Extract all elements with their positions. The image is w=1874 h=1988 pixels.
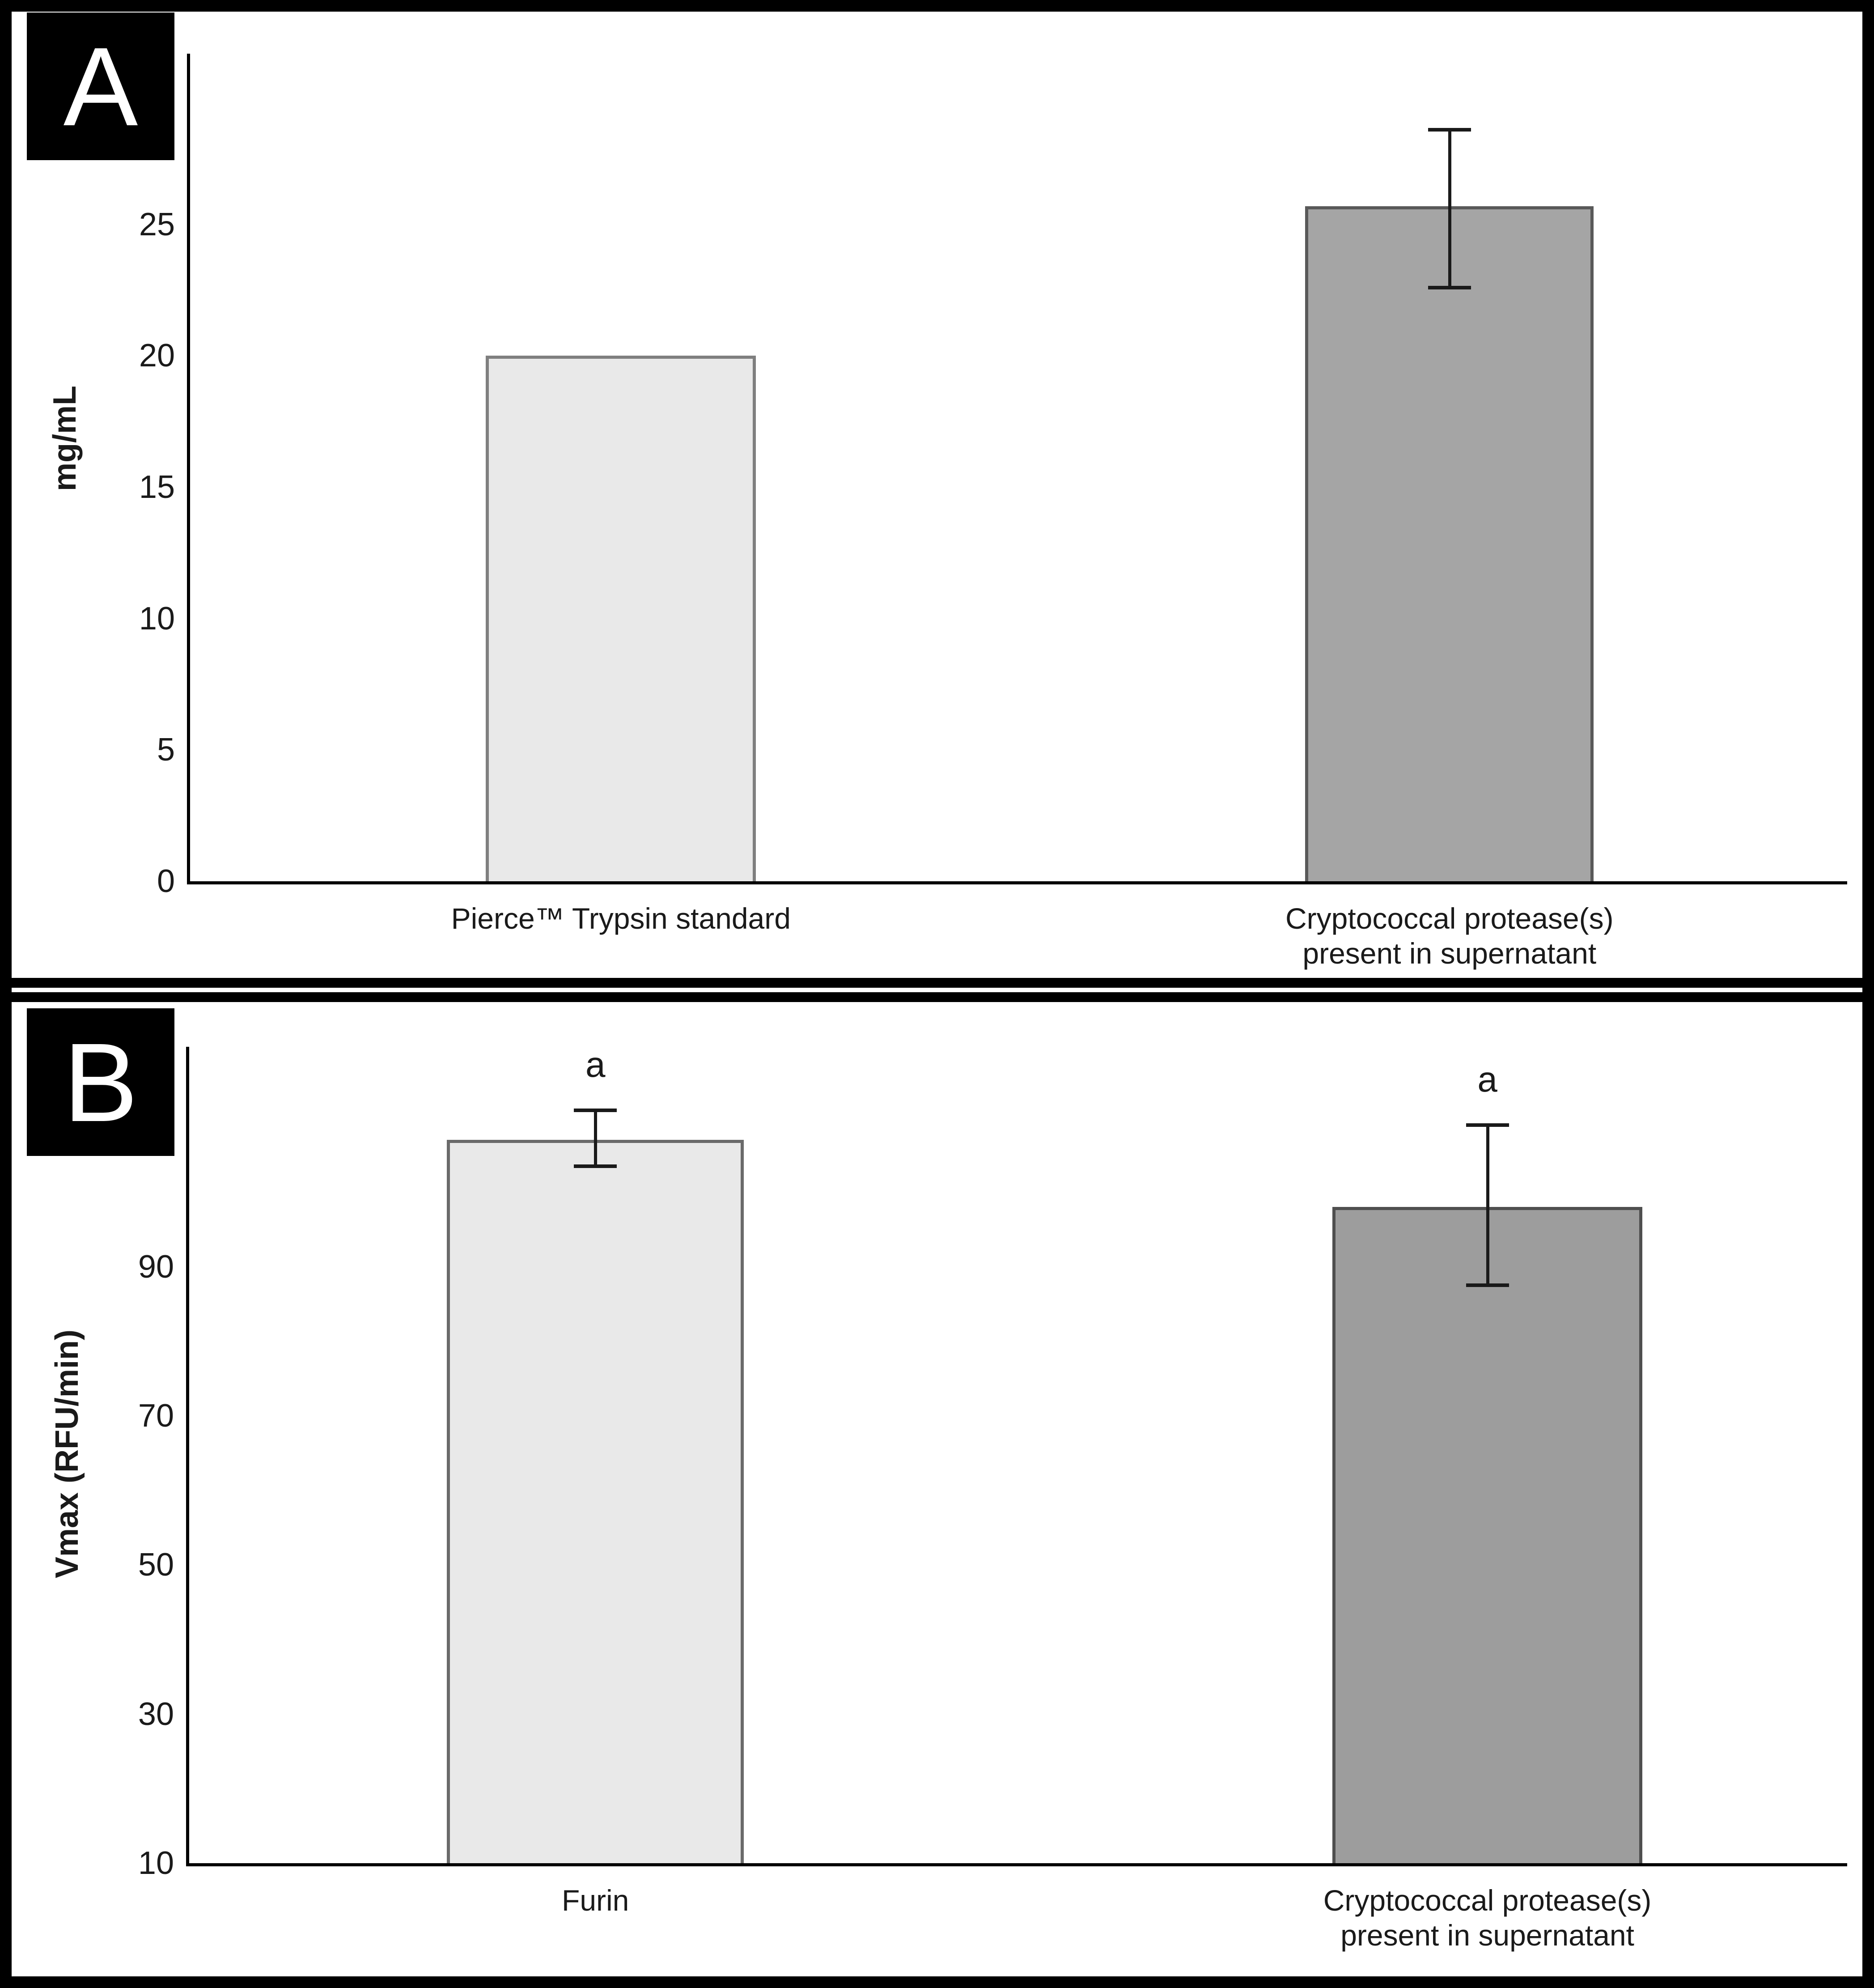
y-tick-label: 5 — [157, 732, 175, 768]
panel-a-plot: 051015202530Pierce™ Trypsin standardCryp… — [139, 54, 1847, 970]
panel-b: B Vmax (RFU/min) 1030507090110aFurinaCry… — [12, 992, 1862, 1976]
y-tick-label: 10 — [139, 600, 175, 637]
bar-a-2 — [1305, 206, 1594, 881]
significance-letter: a — [1477, 1059, 1497, 1099]
category-label: Cryptococcal protease(s) present in supe… — [1323, 1884, 1652, 1952]
error-bar-top-cap — [1428, 128, 1471, 132]
bar-b-1 — [447, 1140, 744, 1863]
bar-b-2 — [1332, 1207, 1643, 1863]
bar-a-1 — [486, 356, 756, 881]
y-tick-label: 20 — [139, 338, 175, 374]
category-label: Pierce™ Trypsin standard — [451, 902, 791, 935]
panel-b-x-axis-line — [186, 1863, 1847, 1866]
y-tick-label: 0 — [157, 863, 175, 899]
error-bar-bottom-cap — [1428, 285, 1471, 289]
y-tick-label: 10 — [138, 1845, 174, 1881]
y-tick-label: 50 — [138, 1547, 174, 1583]
panel-a-letter: A — [63, 24, 138, 149]
y-tick-label: 15 — [139, 469, 175, 505]
error-bar-line — [594, 1110, 598, 1166]
y-tick-label: 70 — [138, 1398, 174, 1434]
error-bar-line — [1486, 1125, 1489, 1286]
error-bar-bottom-cap — [1466, 1283, 1509, 1287]
panel-b-letter-box: B — [27, 1008, 174, 1156]
panel-b-y-axis-title: Vmax (RFU/min) — [49, 1329, 85, 1579]
category-label: Cryptococcal protease(s) present in supe… — [1285, 902, 1614, 970]
error-bar-top-cap — [574, 1108, 617, 1112]
error-bar-top-cap — [1466, 1123, 1509, 1127]
y-tick-label: 25 — [139, 206, 175, 242]
panel-a-letter-box: A — [27, 13, 174, 160]
panel-a: A mg/mL 051015202530Pierce™ Trypsin stan… — [12, 12, 1862, 988]
significance-letter: a — [585, 1044, 606, 1084]
error-bar-bottom-cap — [574, 1164, 617, 1168]
panel-a-x-axis-line — [187, 881, 1847, 884]
panel-b-letter: B — [63, 1019, 138, 1145]
panel-a-y-axis-line — [187, 54, 190, 884]
y-tick-label: 30 — [138, 1696, 174, 1732]
category-label: Furin — [562, 1884, 629, 1917]
panel-b-plot: 1030507090110aFurinaCryptococcal proteas… — [123, 1044, 1847, 1952]
error-bar-line — [1448, 130, 1451, 288]
y-tick-label: 90 — [138, 1249, 174, 1285]
panel-a-y-axis-title: mg/mL — [47, 385, 83, 492]
panel-b-y-axis-line — [186, 1047, 189, 1866]
